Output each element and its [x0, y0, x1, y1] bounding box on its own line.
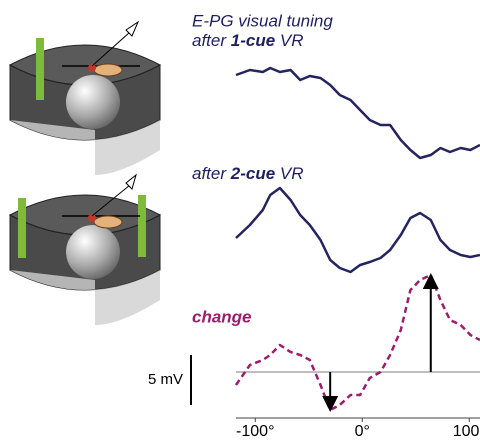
green-cue — [138, 195, 146, 257]
vr-arena-illustration — [10, 22, 160, 175]
trace — [236, 188, 480, 272]
x-tick-label: 0° — [355, 423, 370, 440]
x-tick-label: 100° — [453, 423, 480, 440]
green-cue — [36, 38, 44, 100]
chart-subtitle: after 2-cue VR — [192, 164, 304, 183]
scale-bar-label: 5 mV — [148, 371, 183, 388]
chart-title: change — [192, 307, 252, 326]
subtitle-part: 1-cue — [231, 31, 275, 50]
chart-title: E-PG visual tuning — [192, 11, 333, 30]
vr-arena-illustration — [10, 175, 160, 325]
figure: E-PG visual tuning after 1-cue VR after … — [0, 0, 480, 441]
x-tick-label: -100° — [236, 423, 274, 440]
subtitle-part: after — [192, 31, 227, 50]
chart-subtitle: after 1-cue VR — [192, 31, 304, 50]
trace — [236, 275, 480, 410]
subtitle-part: VR — [280, 31, 304, 50]
subtitle-part: after — [192, 164, 227, 183]
subtitle-part: VR — [280, 164, 304, 183]
trace — [236, 68, 480, 158]
green-cue — [18, 198, 26, 258]
page: {"chart_data": [ {"type": "line", "title… — [0, 0, 480, 441]
subtitle-part: 2-cue — [230, 164, 275, 183]
